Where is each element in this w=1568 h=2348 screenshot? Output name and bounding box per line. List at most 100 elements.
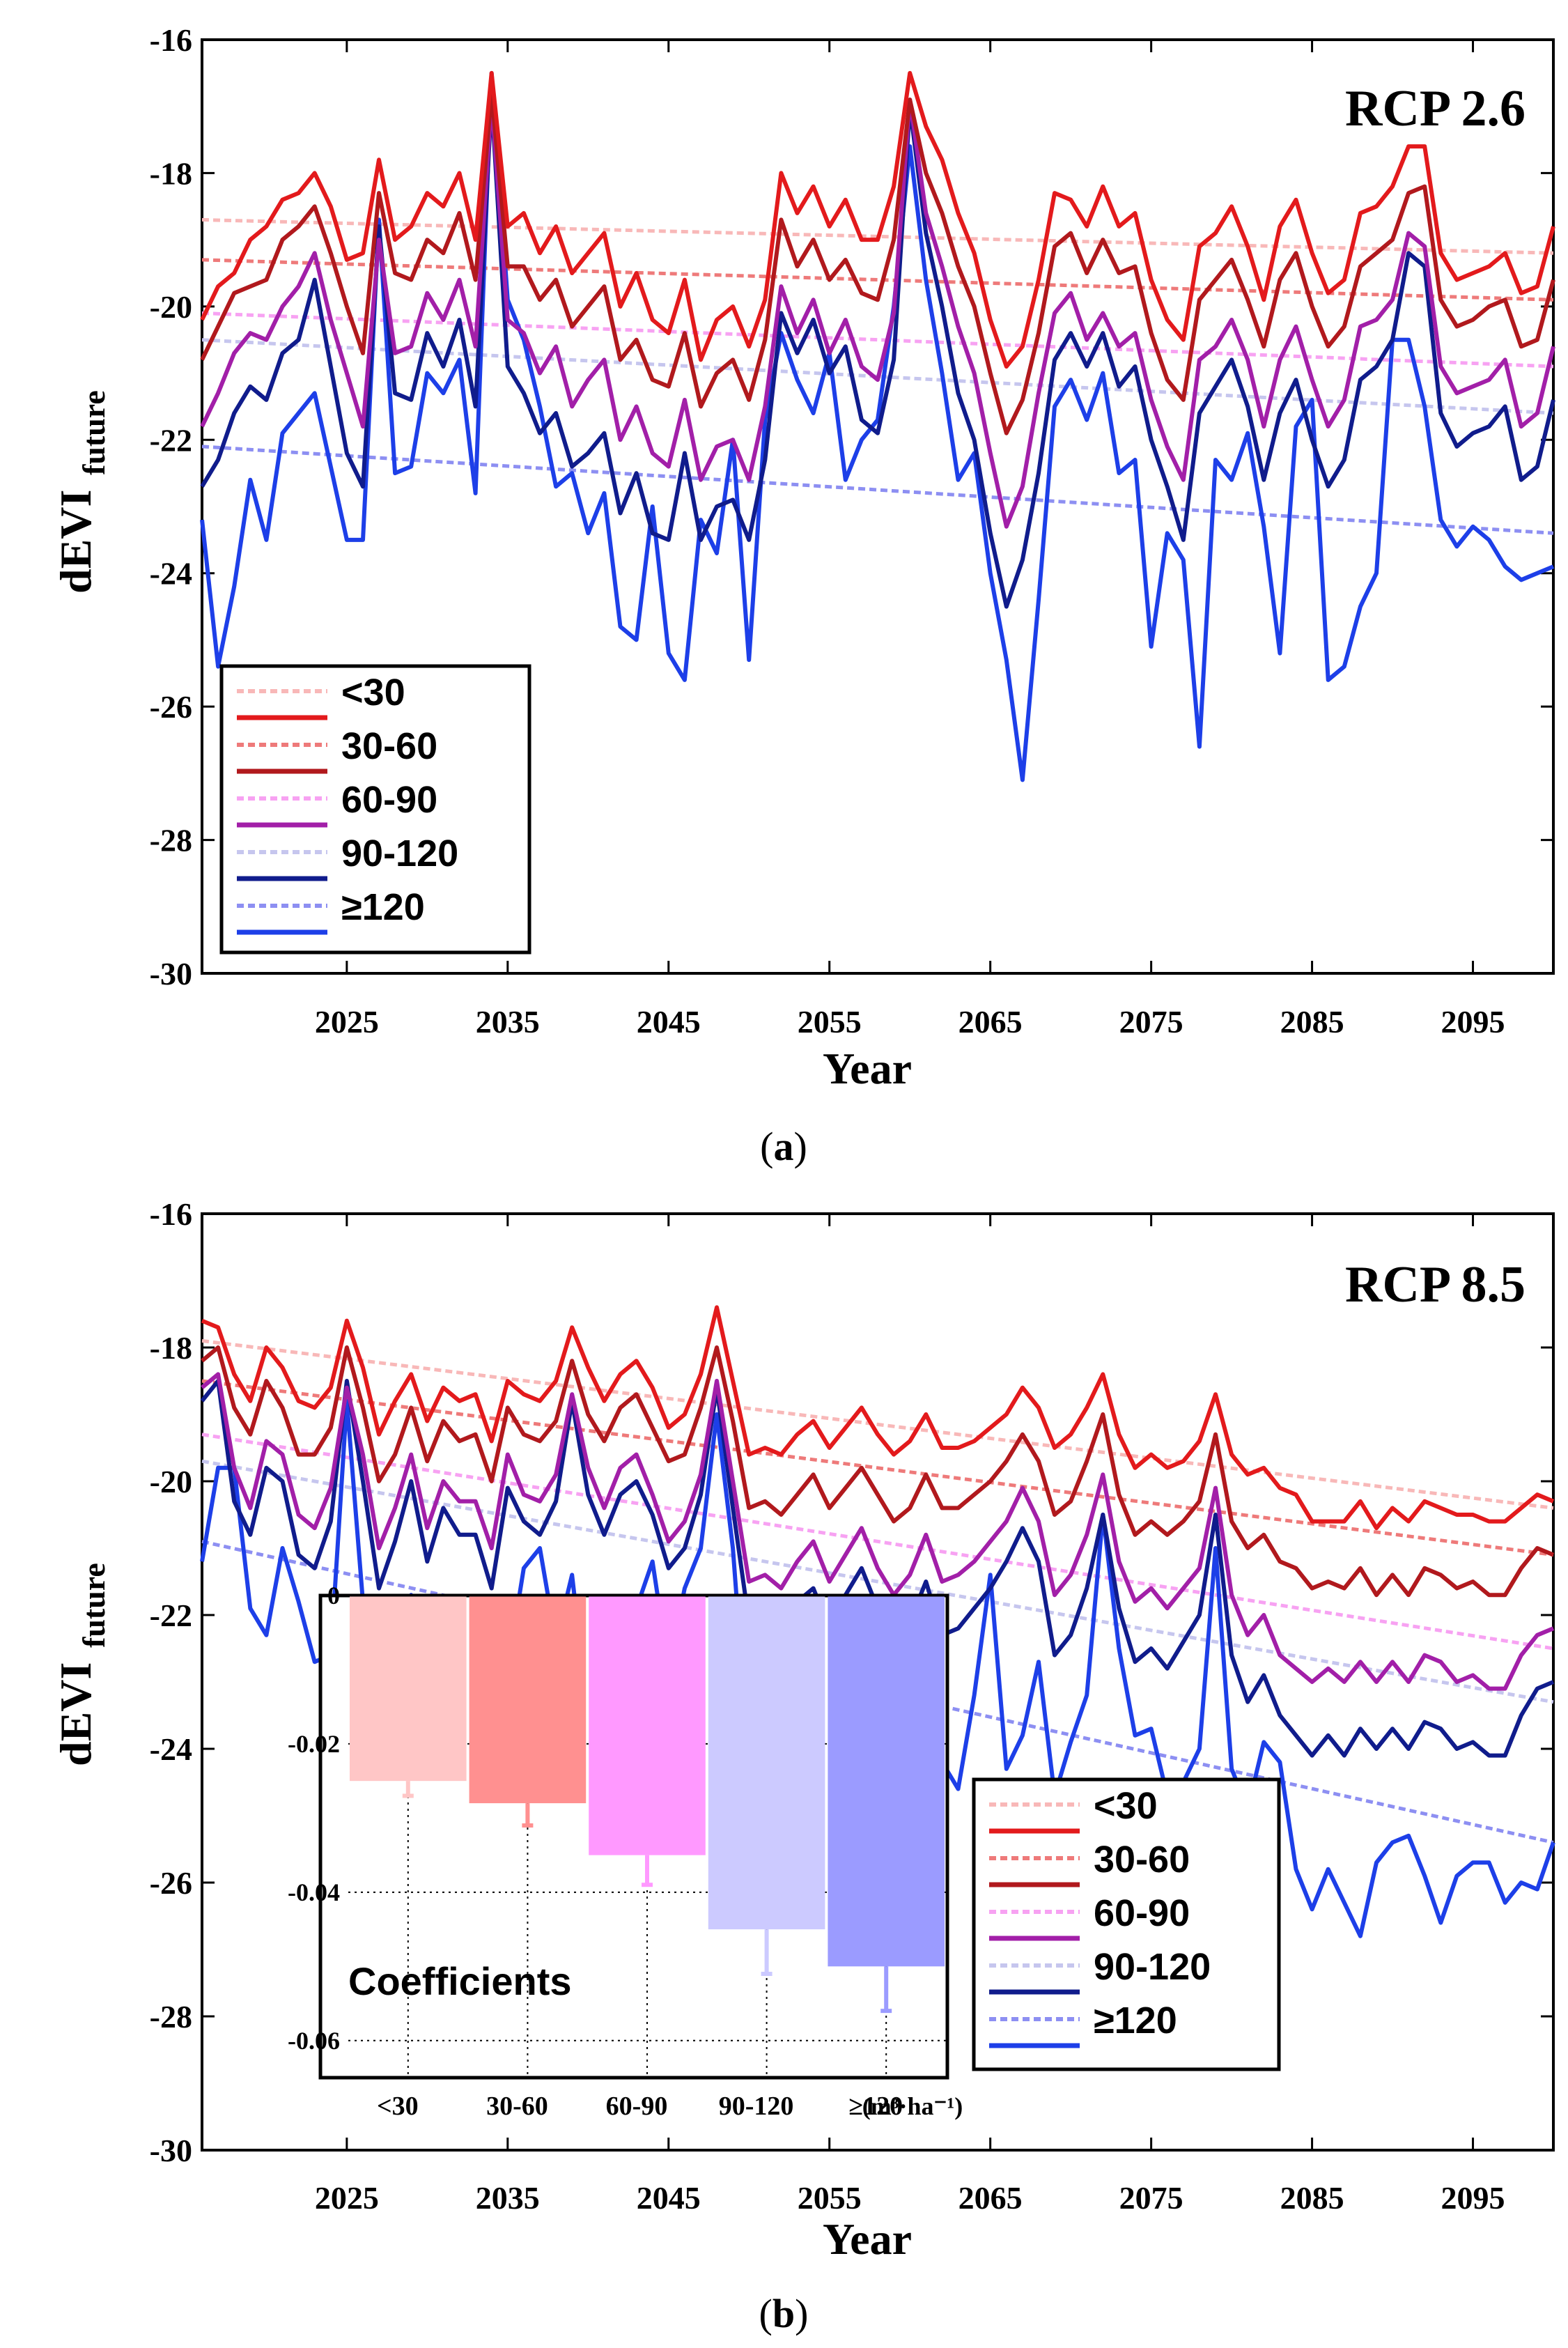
y-tick-label: -24 <box>150 556 192 592</box>
legend-entries-b: <30 30-60 60-90 90-120 ≥120 <box>989 1785 1211 2048</box>
coefficients-inset: 0-0.02-0.04-0.06<30 30-60 60-90 90-120 ≥120 … <box>288 1582 963 2121</box>
series-line-ge120 <box>200 70 1555 782</box>
x-tick-label: 2065 <box>958 1004 1023 1040</box>
inset-unit-label: (m³·ha⁻¹) <box>862 2092 963 2120</box>
y-tick-label: -22 <box>150 1598 192 1633</box>
legend-label-lt30: <30 <box>1094 1785 1158 1827</box>
inset-bar-30-60 <box>469 1596 587 1804</box>
inset-y-tick-label: -0.06 <box>288 2027 340 2055</box>
legend-label-lt30: <30 <box>341 672 405 713</box>
y-tick-label: -22 <box>150 422 192 458</box>
y-label-main-b: dEVI <box>51 1662 100 1766</box>
series-line-60-90 <box>201 1372 1555 1691</box>
inset-category-label: 90-120 <box>719 2092 794 2121</box>
y-tick-label: -26 <box>150 689 192 725</box>
y-tick-label: -16 <box>150 1196 192 1232</box>
series-lines-a <box>200 70 1555 782</box>
legend-label-90-120: 90-120 <box>1094 1946 1211 1988</box>
trend-lines-a <box>201 217 1554 535</box>
inset-y-tick-label: 0 <box>327 1582 340 1609</box>
x-tick-label: 2075 <box>1119 1004 1183 1040</box>
series-line-90-120 <box>200 98 1555 609</box>
y-ticks-a: -16 -18 -20 -22 -24 -26 -28 -30 <box>150 22 1553 991</box>
x-tick-label: 2045 <box>637 2180 701 2216</box>
legend-label-ge120: ≥120 <box>1094 2000 1177 2041</box>
inset-bars: 0 -0.02 -0.04 -0.06 <30 30-60 60-90 90-120 ≥120 <box>288 1582 946 2121</box>
trend-line-lt30 <box>201 217 1554 255</box>
inset-category-label: <30 <box>377 2092 419 2121</box>
y-tick-label: -18 <box>150 155 192 191</box>
inset-category-label: 30-60 <box>486 2092 548 2121</box>
trend-line-60-90 <box>201 1432 1554 1651</box>
trend-line-ge120 <box>201 445 1554 535</box>
y-tick-label: -28 <box>150 1999 192 2034</box>
series-line-lt30 <box>200 70 1555 369</box>
x-tick-label: 2085 <box>1280 2180 1344 2216</box>
x-tick-label: 2065 <box>958 2180 1023 2216</box>
inset-bar-90-120 <box>708 1596 825 1930</box>
x-tick-label: 2075 <box>1119 2180 1183 2216</box>
x-tick-label: 2035 <box>476 1004 540 1040</box>
y-tick-label: -26 <box>150 1865 192 1901</box>
legend-label-30-60: 30-60 <box>1094 1839 1190 1880</box>
x-tick-label: 2025 <box>315 1004 379 1040</box>
y-label-sub-a: future <box>76 390 111 475</box>
x-tick-label: 2055 <box>798 2180 862 2216</box>
y-tick-label: -18 <box>150 1330 192 1366</box>
x-ticks-a: 2025 2035 2045 2055 2065 2075 2085 2095 <box>315 40 1505 1040</box>
scenario-label-a: RCP 2.6 <box>1345 80 1526 137</box>
y-tick-label: -24 <box>150 1731 192 1767</box>
trend-line-lt30 <box>201 1338 1554 1510</box>
inset-y-tick-label: -0.04 <box>288 1878 340 1906</box>
panel-b: -16 -18 -20 -22 -24 -26 -28 -30 2025 2035 2045 205… <box>51 1196 1555 2336</box>
legend-label-30-60: 30-60 <box>341 725 437 767</box>
trend-line-30-60 <box>201 1379 1554 1557</box>
series-line-30-60 <box>200 91 1555 435</box>
caption-b: (b) <box>759 2291 809 2336</box>
x-tick-label: 2045 <box>637 1004 701 1040</box>
y-axis-label-a: dEVI future <box>51 390 111 594</box>
inset-y-tick-label: -0.02 <box>288 1730 340 1758</box>
x-tick-label: 2055 <box>798 1004 862 1040</box>
y-ticks-b: -16 -18 -20 -22 -24 -26 -28 -30 <box>150 1196 1553 2168</box>
y-tick-label: -30 <box>150 2133 192 2168</box>
x-axis-label-a: Year <box>823 1044 912 1093</box>
x-axis-label-b: Year <box>823 2214 912 2264</box>
inset-title: Coefficients <box>348 1959 572 2003</box>
x-tick-label: 2025 <box>315 2180 379 2216</box>
series-line-60-90 <box>200 98 1555 529</box>
scenario-label-b: RCP 8.5 <box>1345 1256 1526 1313</box>
legend-label-60-90: 60-90 <box>1094 1892 1190 1934</box>
inset-bar-ge120 <box>828 1596 945 1967</box>
y-tick-label: -16 <box>150 22 192 58</box>
legend-label-90-120: 90-120 <box>341 833 458 874</box>
legend-entries-a: <30 30-60 60-90 90-120 ≥120 <box>237 672 458 935</box>
y-tick-label: -30 <box>150 956 192 991</box>
x-tick-label: 2095 <box>1441 1004 1505 1040</box>
caption-letter-a: a <box>774 1124 794 1169</box>
series-line-30-60 <box>201 1345 1555 1598</box>
trend-line-90-120 <box>201 338 1554 415</box>
legend-label-60-90: 60-90 <box>341 779 437 821</box>
trend-line-90-120 <box>201 1459 1554 1704</box>
y-axis-label-b: dEVI future <box>51 1563 111 1766</box>
caption-letter-b: b <box>773 2291 795 2336</box>
y-tick-label: -20 <box>150 1464 192 1499</box>
x-tick-label: 2085 <box>1280 1004 1344 1040</box>
y-label-main-a: dEVI <box>51 490 100 594</box>
inset-bar-60-90 <box>589 1596 706 1855</box>
series-line-lt30 <box>201 1305 1555 1531</box>
trend-line-60-90 <box>201 311 1554 369</box>
legend-label-ge120: ≥120 <box>341 886 425 928</box>
panel-a: -16 -18 -20 -22 -24 -26 -28 -30 2025 2035 2045 205… <box>51 22 1555 1169</box>
x-tick-label: 2035 <box>476 2180 540 2216</box>
inset-bar-lt30 <box>350 1596 467 1782</box>
x-ticks-b: 2025 2035 2045 2055 2065 2075 2085 2095 <box>315 1214 1505 2216</box>
y-tick-label: -20 <box>150 289 192 325</box>
caption-a: (a) <box>760 1124 807 1169</box>
x-tick-label: 2095 <box>1441 2180 1505 2216</box>
y-tick-label: -28 <box>150 823 192 858</box>
inset-category-label: 60-90 <box>606 2092 668 2121</box>
y-label-sub-b: future <box>76 1563 111 1648</box>
